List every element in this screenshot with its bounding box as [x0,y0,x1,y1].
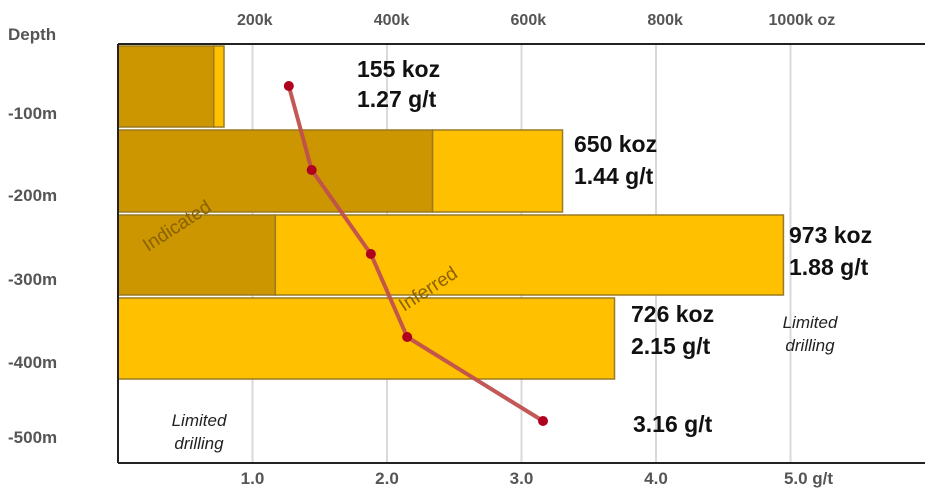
depth-tick-label: -300m [8,270,57,289]
depth-axis-title: Depth [8,25,56,44]
grade-label: 1.27 g/t [357,86,437,112]
total-label: 155 koz [357,56,440,82]
limited-drilling-right-line1: Limited [783,313,838,332]
grade-label: 3.16 g/t [633,411,713,437]
top-tick-label: 400k [374,12,410,29]
bar-indicated [117,45,215,128]
top-tick-label: 200k [237,12,273,29]
bottom-tick-label: 3.0 [510,469,534,488]
bar-inferred [117,297,616,380]
limited-drilling-right-line2: drilling [785,336,835,355]
total-label: 973 koz [789,222,872,248]
grade-line [283,81,549,426]
grade-point [402,332,413,342]
total-label: 650 koz [574,131,657,157]
grade-label: 1.88 g/t [789,254,869,280]
grade-point [283,81,294,91]
top-tick-label: 1000k oz [769,12,836,29]
axis-ticks: 200k 400k 600k 800k 1000k oz 1.0 2.0 3.0 4.0 5.0 … [8,12,835,488]
total-label: 726 koz [631,301,714,327]
plot-frame [117,43,925,464]
depth-tick-label: -200m [8,186,57,205]
limited-drilling-bottom-line1: Limited [172,411,227,430]
bottom-tick-label: 2.0 [375,469,399,488]
depth-tick-label: -400m [8,353,57,372]
bar-indicated [117,214,277,296]
bars [117,45,785,380]
grade-point [365,249,376,259]
top-tick-label: 800k [647,12,683,29]
bottom-tick-label: 4.0 [644,469,668,488]
grade-label: 2.15 g/t [631,333,711,359]
bottom-tick-label: 1.0 [241,469,265,488]
bar-inferred [274,214,785,296]
limited-drilling-bottom-line2: drilling [174,434,224,453]
depth-tick-label: -100m [8,104,57,123]
grade-point [538,416,549,426]
grade-label: 1.44 g/t [574,163,654,189]
top-tick-label: 600k [511,12,547,29]
bar-inferred [212,45,225,128]
depth-tick-label: -500m [8,428,57,447]
grade-point [306,165,317,175]
bar-inferred [431,129,564,213]
bar-indicated [117,129,434,213]
value-labels: 155 koz 1.27 g/t 650 koz 1.44 g/t 973 koz 1.8… [139,56,872,453]
bottom-tick-label: 5.0 g/t [784,469,833,488]
